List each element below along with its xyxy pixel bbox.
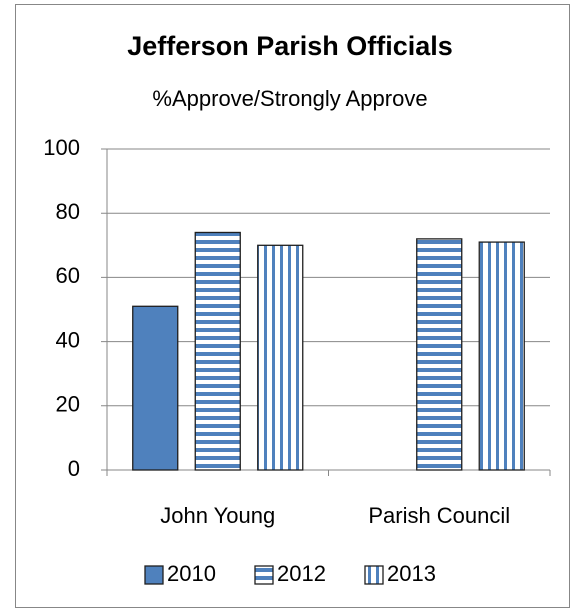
y-tick-label: 40 [56, 327, 80, 352]
bar [257, 244, 304, 471]
y-tick-label: 20 [56, 392, 80, 417]
x-tick-label: Parish Council [368, 503, 510, 528]
y-tick-label: 100 [43, 135, 80, 160]
bar [478, 241, 525, 471]
legend-swatch [254, 565, 274, 585]
x-tick-label: John Young [160, 503, 275, 528]
legend-swatch [144, 565, 164, 585]
legend-label: 2013 [387, 561, 436, 586]
chart-title: Jefferson Parish Officials [127, 31, 453, 61]
y-tick-label: 80 [56, 199, 80, 224]
y-tick-label: 0 [68, 456, 80, 481]
bar [132, 305, 179, 471]
chart-subtitle: %Approve/Strongly Approve [152, 86, 427, 111]
legend-swatch [364, 565, 384, 585]
y-tick-label: 60 [56, 263, 80, 288]
legend-label: 2010 [167, 561, 216, 586]
bar [416, 238, 463, 471]
legend-label: 2012 [277, 561, 326, 586]
bar [194, 231, 241, 471]
